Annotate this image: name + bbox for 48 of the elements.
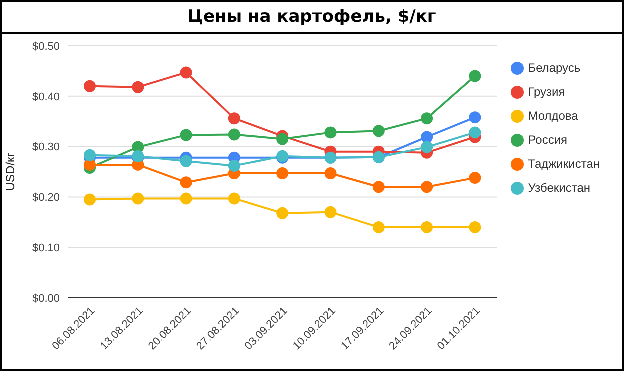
legend-label: Узбекистан — [528, 181, 591, 195]
point — [324, 126, 337, 139]
point — [228, 192, 240, 205]
point — [421, 141, 434, 154]
point — [372, 125, 385, 138]
point — [276, 133, 289, 146]
point — [469, 112, 482, 124]
point — [324, 206, 337, 218]
y-tick-label: $0.30 — [32, 142, 60, 154]
y-tick-label: $0.40 — [32, 91, 60, 104]
point — [421, 131, 434, 144]
point — [228, 160, 240, 172]
y-tick-label: $0.00 — [32, 292, 60, 305]
point — [324, 168, 337, 180]
point — [180, 66, 192, 79]
chart-title: Цены на картофель, $/кг — [2, 2, 622, 34]
point — [84, 158, 96, 171]
point — [469, 126, 482, 139]
point — [276, 168, 289, 180]
point — [132, 81, 144, 94]
legend-label: Молдова — [528, 109, 578, 123]
point — [228, 128, 240, 141]
legend-label: Грузия — [528, 85, 566, 99]
point — [84, 149, 96, 162]
point — [84, 80, 96, 92]
point — [84, 194, 96, 206]
point — [421, 112, 434, 125]
point — [180, 176, 192, 189]
point — [180, 155, 192, 168]
y-tick-label: $0.10 — [32, 242, 60, 255]
point — [421, 221, 434, 234]
point — [180, 129, 192, 142]
point — [469, 221, 482, 234]
point — [180, 192, 192, 205]
point — [228, 112, 240, 125]
point — [372, 221, 385, 234]
y-tick-label: $0.50 — [32, 40, 60, 53]
point — [421, 181, 434, 194]
point — [469, 172, 482, 184]
point — [132, 192, 144, 205]
y-tick-label: $0.20 — [32, 192, 60, 204]
legend-label: Беларусь — [528, 61, 581, 75]
y-axis-title: USD/кг — [3, 152, 18, 192]
point — [469, 70, 482, 82]
point — [372, 181, 385, 194]
legend-label: Россия — [528, 133, 568, 147]
point — [276, 207, 289, 220]
legend-label: Таджикистан — [528, 157, 600, 171]
